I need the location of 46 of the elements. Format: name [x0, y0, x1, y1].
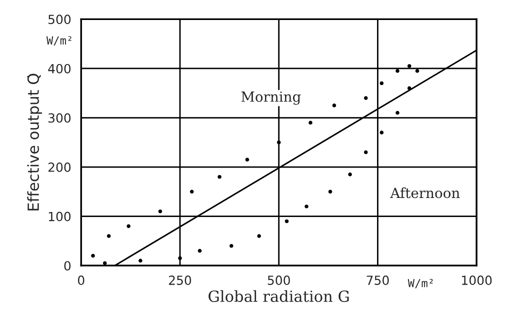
y-tick-label: 100: [48, 212, 71, 222]
point: [257, 234, 261, 238]
x-tick-label: 500: [268, 276, 290, 285]
x-tick-label: 750: [366, 276, 389, 285]
text: W/m²: [408, 278, 433, 288]
point: [245, 158, 250, 162]
point: [229, 244, 234, 248]
point: [364, 150, 368, 154]
x-axis-title: Global radiation G: [208, 290, 349, 302]
x-tick-label: 1000: [462, 276, 492, 285]
point: [328, 190, 332, 194]
y-tick-label: 200: [48, 162, 71, 172]
point: [158, 209, 162, 214]
point: [348, 172, 352, 176]
point: [284, 219, 289, 224]
point: [396, 69, 400, 73]
y-tick-label: 400: [48, 64, 71, 74]
x-tick-label: 0: [78, 276, 84, 285]
point: [218, 175, 222, 179]
point: [380, 130, 384, 134]
y-tick-label: 500: [48, 14, 71, 24]
point: [380, 81, 384, 86]
point: [138, 258, 142, 263]
y-tick-label: 0: [64, 261, 71, 271]
point: [102, 261, 107, 266]
point: [304, 204, 308, 208]
point: [396, 110, 400, 115]
annotation: Morning: [241, 91, 301, 105]
text: W/m²: [46, 36, 72, 46]
point: [407, 64, 412, 68]
point: [407, 86, 412, 90]
x-tick-label: 250: [168, 276, 192, 285]
point: [332, 104, 336, 108]
point: [364, 96, 368, 100]
y-tick-label: 300: [48, 113, 71, 123]
annotation: Afternoon: [390, 187, 460, 198]
point: [308, 120, 312, 125]
point: [106, 234, 111, 238]
point: [91, 254, 95, 258]
y-axis-title: Effective output Q̇: [27, 74, 42, 210]
point: [126, 224, 130, 228]
point: [415, 69, 420, 73]
point: [178, 256, 182, 260]
point: [198, 248, 202, 253]
point: [276, 140, 281, 144]
point: [190, 190, 194, 194]
